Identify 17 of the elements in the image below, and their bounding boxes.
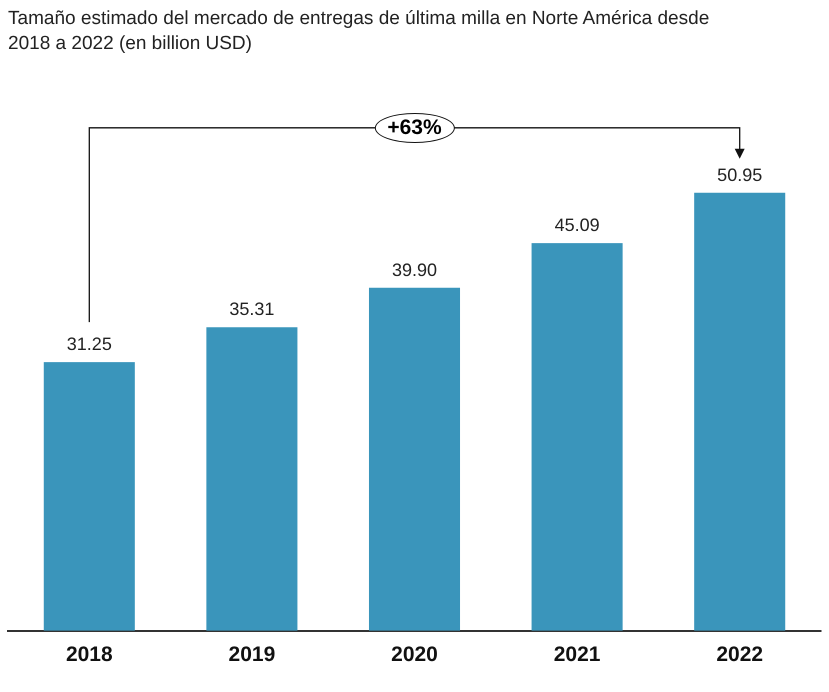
bar — [44, 362, 135, 631]
x-tick-label: 2022 — [716, 643, 764, 666]
data-label: 45.09 — [554, 215, 600, 236]
chart-title: Tamaño estimado del mercado de entregas de última milla en Norte América desde 2018 a 2022 (en billion USD) — [8, 7, 710, 56]
bar — [206, 327, 298, 631]
data-label: 35.31 — [229, 299, 274, 320]
data-label: 50.95 — [717, 164, 762, 185]
x-tick-label: 2019 — [228, 643, 276, 666]
x-tick-label: 2021 — [554, 643, 601, 666]
bar — [694, 192, 786, 631]
bar — [368, 288, 460, 631]
data-label: 39.90 — [392, 260, 438, 280]
data-label: 31.25 — [66, 334, 112, 354]
text: +63% — [374, 112, 455, 143]
x-tick-label: 2020 — [391, 643, 438, 666]
x-tick-label: 2018 — [66, 643, 113, 666]
bar — [532, 243, 623, 631]
